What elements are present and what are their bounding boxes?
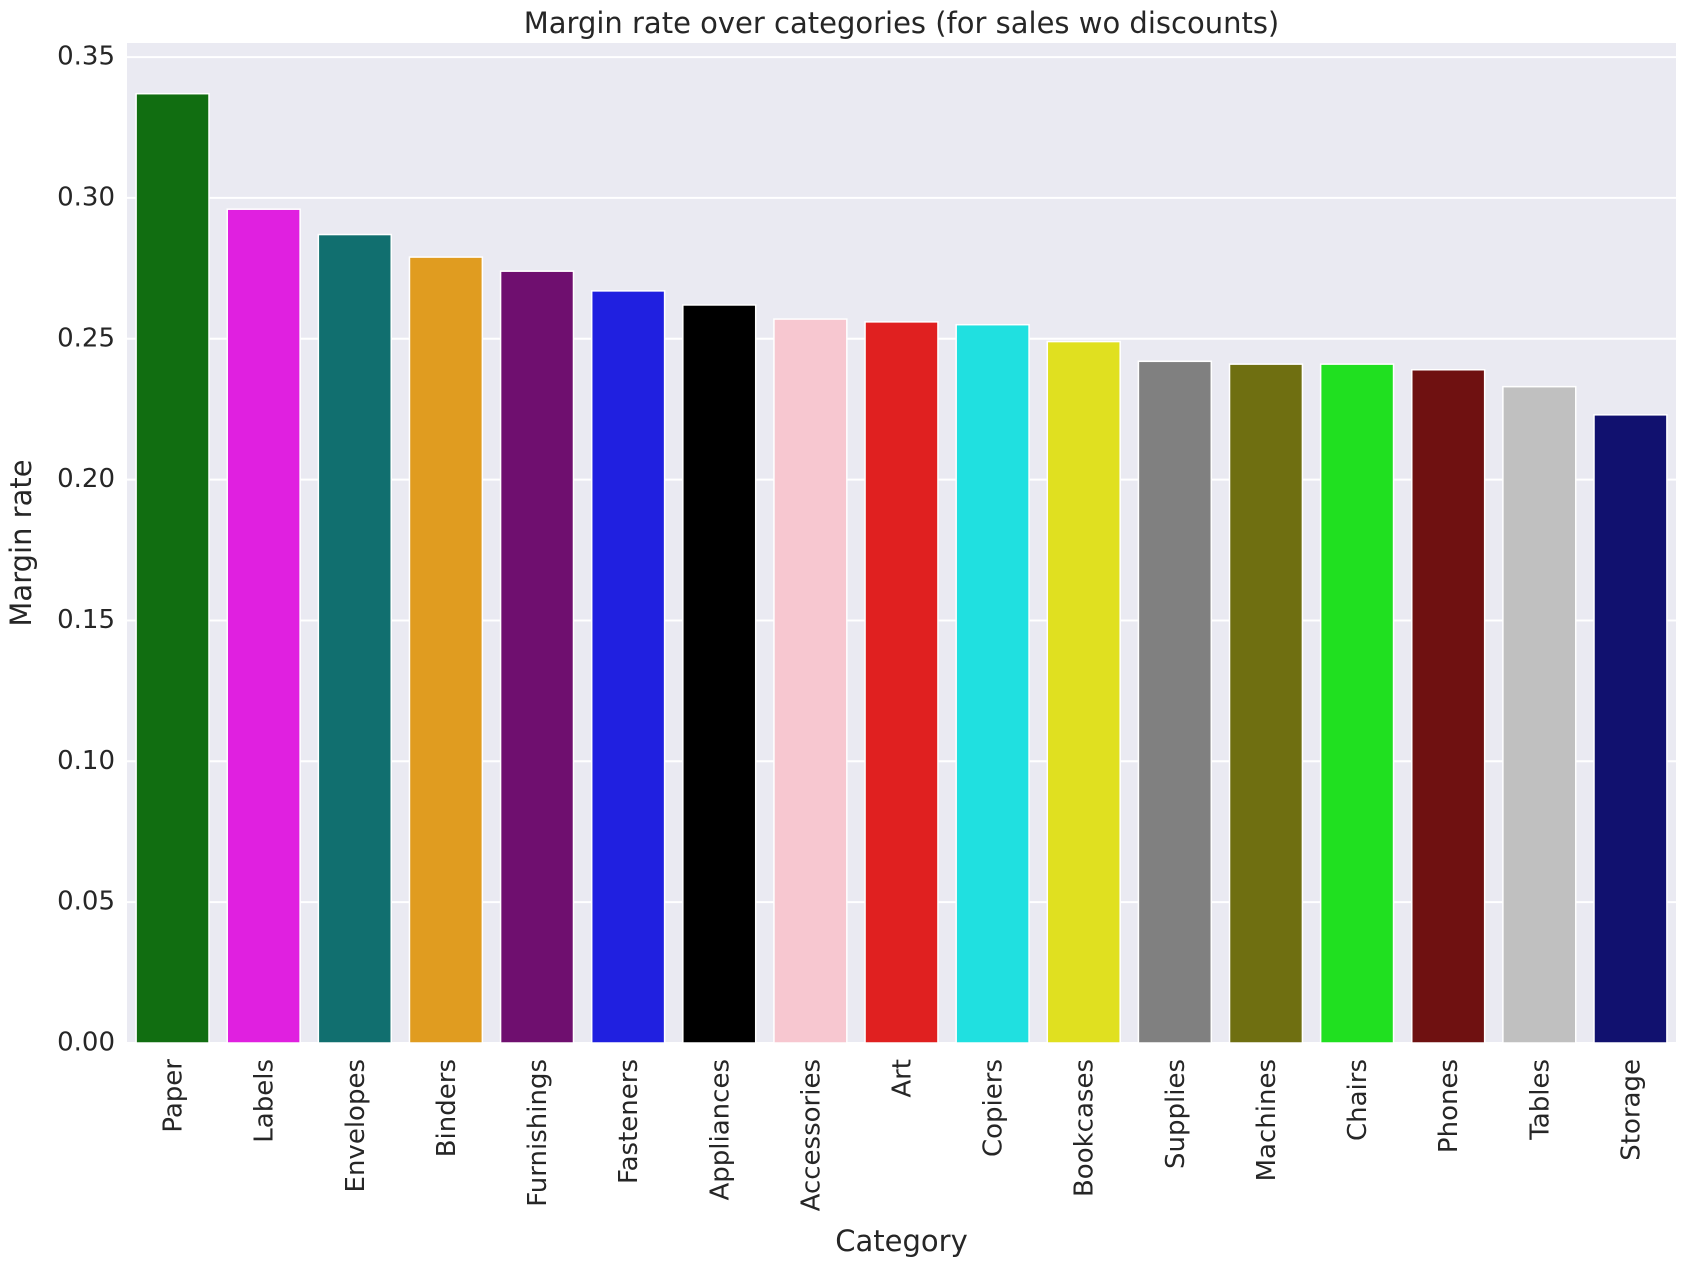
y-tick-label: 0.10 [57, 746, 115, 776]
bar-storage [1593, 414, 1668, 1044]
y-axis-title: Margin rate [4, 459, 38, 626]
x-tick-label: Labels [250, 1059, 280, 1143]
bar-bookcases [1046, 340, 1121, 1044]
y-tick-label: 0.25 [57, 323, 115, 353]
bar-chairs [1319, 363, 1395, 1044]
bar-copiers [955, 323, 1030, 1044]
x-tick-label: Copiers [979, 1059, 1009, 1157]
x-tick-label: Fasteners [614, 1059, 644, 1184]
x-tick-label: Machines [1252, 1059, 1282, 1181]
y-tick-label: 0.30 [57, 182, 115, 212]
y-axis-ticks: 0.00 0.05 0.10 0.15 0.20 0.25 0.30 0.35 [57, 42, 115, 1058]
x-tick-label: Supplies [1161, 1059, 1191, 1169]
bar-art [864, 321, 939, 1044]
x-tick-label: Paper [159, 1059, 189, 1133]
x-tick-label: Furnishings [523, 1059, 553, 1207]
chart-title: Margin rate over categories (for sales w… [524, 6, 1280, 40]
bar-machines [1228, 363, 1304, 1044]
bar-binders [408, 256, 484, 1044]
bars [135, 92, 1668, 1044]
x-tick-label: Accessories [796, 1059, 826, 1211]
x-tick-label: Tables [1525, 1059, 1555, 1141]
bar-furnishings [499, 270, 575, 1044]
x-tick-label: Binders [432, 1059, 462, 1157]
y-tick-label: 0.15 [57, 605, 115, 635]
bar-appliances [682, 304, 757, 1044]
y-tick-label: 0.35 [57, 42, 115, 72]
x-tick-label: Chairs [1343, 1059, 1373, 1141]
x-tick-label: Appliances [705, 1059, 735, 1201]
bar-paper [135, 92, 210, 1044]
bar-supplies [1137, 360, 1213, 1044]
x-tick-label: Bookcases [1070, 1059, 1100, 1197]
x-tick-label: Envelopes [341, 1059, 371, 1192]
bar-fasteners [590, 290, 666, 1044]
y-tick-label: 0.20 [57, 464, 115, 494]
x-tick-label: Storage [1616, 1059, 1646, 1161]
x-tick-label: Art [888, 1059, 918, 1098]
x-axis-title: Category [835, 1224, 967, 1258]
x-tick-label: Phones [1434, 1059, 1464, 1153]
y-tick-label: 0.00 [57, 1028, 115, 1058]
y-tick-label: 0.05 [57, 887, 115, 917]
bar-labels [226, 208, 301, 1044]
bar-envelopes [317, 233, 392, 1044]
bar-phones [1411, 369, 1486, 1044]
x-axis-ticks: Paper Labels Envelopes Binders Furnishings Fa… [159, 1059, 1647, 1212]
bar-tables [1502, 385, 1577, 1044]
bar-accessories [773, 318, 848, 1044]
